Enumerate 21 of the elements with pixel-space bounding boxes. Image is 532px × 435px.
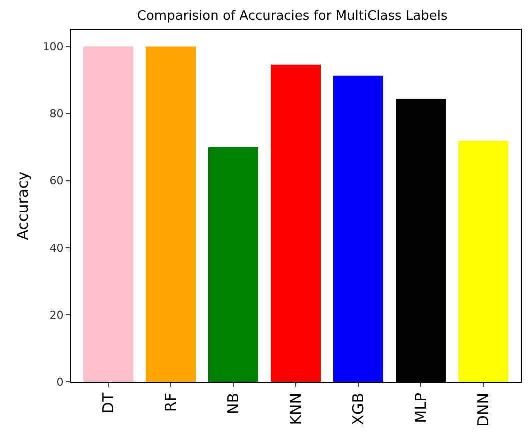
x-tick-label: XGB xyxy=(349,393,368,426)
x-tick-label: DNN xyxy=(474,393,492,427)
x-tick-label: MLP xyxy=(412,393,430,424)
y-tick-label: 60 xyxy=(50,174,64,188)
y-axis-title: Accuracy xyxy=(14,172,32,240)
y-tick-label: 40 xyxy=(50,242,64,255)
x-tick-label: NB xyxy=(224,393,242,415)
x-tick-label: RF xyxy=(162,393,180,412)
bar xyxy=(146,46,196,382)
bar xyxy=(208,147,258,382)
bar xyxy=(458,140,508,382)
bar xyxy=(334,76,384,382)
y-tick-label: 20 xyxy=(50,308,64,322)
y-tick-label: 80 xyxy=(50,108,64,121)
x-tick-label: KNN xyxy=(286,393,305,426)
chart-title: Comparision of Accuracies for MultiClass Labels xyxy=(137,8,448,24)
y-tick-label: 100 xyxy=(42,40,64,54)
bar xyxy=(84,46,134,382)
bar xyxy=(271,64,321,382)
x-tick-label: DT xyxy=(99,392,118,414)
y-tick-label: 0 xyxy=(56,376,64,389)
